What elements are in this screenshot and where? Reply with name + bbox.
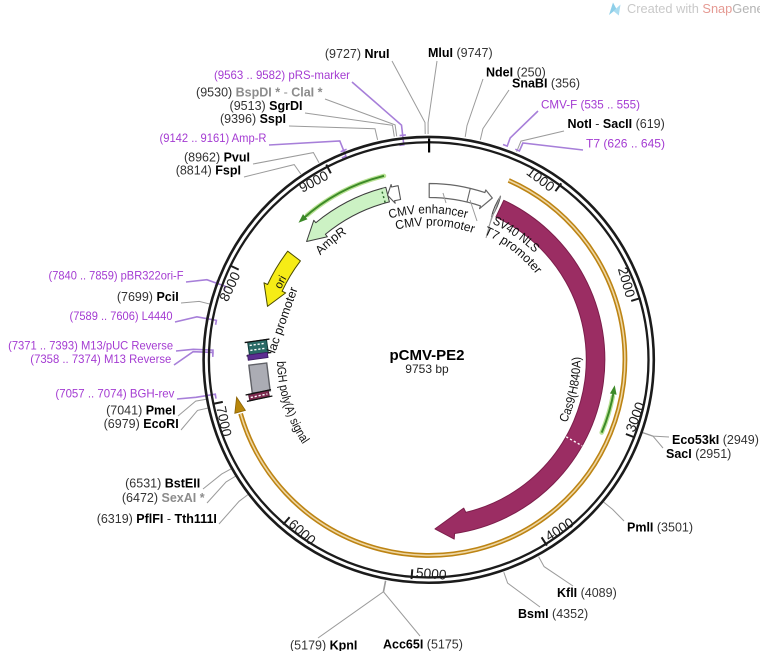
svg-text:(8814) FspI: (8814) FspI — [176, 164, 241, 178]
svg-text:MluI (9747): MluI (9747) — [428, 46, 493, 60]
svg-text:(9396) SspI: (9396) SspI — [220, 112, 286, 126]
svg-text:(9727) NruI: (9727) NruI — [325, 47, 390, 61]
svg-text:SacI (2951): SacI (2951) — [666, 447, 731, 461]
svg-text:(8962) PvuI: (8962) PvuI — [184, 151, 250, 165]
svg-text:5000: 5000 — [415, 565, 447, 582]
svg-text:(7371 .. 7393) M13/pUC Reverse: (7371 .. 7393) M13/pUC Reverse — [8, 340, 173, 353]
svg-text:(9142 .. 9161) Amp-R: (9142 .. 9161) Amp-R — [160, 132, 267, 145]
svg-text:Eco53kI (2949): Eco53kI (2949) — [672, 433, 759, 447]
svg-text:(9530) BspDI * - ClaI *: (9530) BspDI * - ClaI * — [196, 86, 323, 100]
svg-text:(6531) BstEII: (6531) BstEII — [125, 477, 200, 491]
svg-text:(6319) PflFI - Tth111I: (6319) PflFI - Tth111I — [97, 512, 217, 526]
svg-text:KflI (4089): KflI (4089) — [557, 586, 617, 600]
svg-text:(7699) PciI: (7699) PciI — [117, 290, 179, 304]
svg-text:(7358 .. 7374) M13 Reverse: (7358 .. 7374) M13 Reverse — [30, 353, 171, 366]
svg-text:(9513) SgrDI: (9513) SgrDI — [230, 99, 303, 113]
svg-text:(7057 .. 7074) BGH-rev: (7057 .. 7074) BGH-rev — [55, 388, 174, 401]
svg-text:(5179) KpnI: (5179) KpnI — [290, 639, 357, 652]
svg-text:(7840 .. 7859) pBR322ori-F: (7840 .. 7859) pBR322ori-F — [49, 270, 184, 283]
svg-text:(6979) EcoRI: (6979) EcoRI — [104, 417, 179, 431]
svg-text:9753 bp: 9753 bp — [405, 362, 449, 376]
svg-text:Acc65I (5175): Acc65I (5175) — [383, 638, 463, 652]
svg-text:T7 (626 .. 645): T7 (626 .. 645) — [586, 138, 665, 151]
svg-text:SnaBI (356): SnaBI (356) — [512, 77, 580, 91]
svg-text:(7041) PmeI: (7041) PmeI — [106, 404, 176, 418]
svg-text:NotI - SacII (619): NotI - SacII (619) — [568, 117, 665, 131]
svg-text:CMV-F (535 .. 555): CMV-F (535 .. 555) — [541, 99, 640, 112]
svg-text:PmlI (3501): PmlI (3501) — [627, 521, 693, 535]
svg-text:(7589 .. 7606) L4440: (7589 .. 7606) L4440 — [70, 310, 173, 323]
svg-text:(9563 .. 9582) pRS-marker: (9563 .. 9582) pRS-marker — [214, 69, 350, 82]
svg-text:BsmI (4352): BsmI (4352) — [518, 607, 588, 621]
svg-text:(6472) SexAI *: (6472) SexAI * — [122, 491, 205, 505]
svg-text:Created with SnapGene®: Created with SnapGene® — [627, 1, 760, 16]
